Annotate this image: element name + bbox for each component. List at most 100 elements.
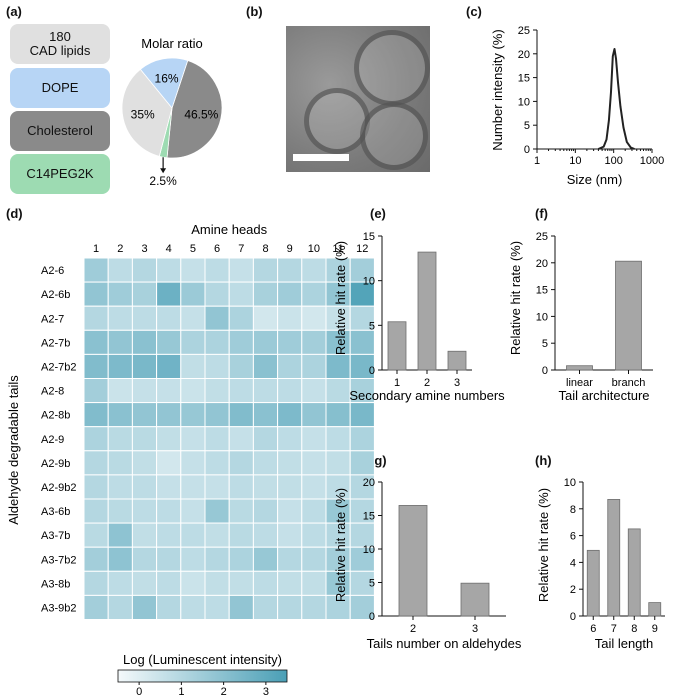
heatmap-cell: [349, 402, 375, 428]
heatmap-cell: [277, 546, 303, 572]
y-tick-label: 10: [518, 96, 530, 108]
heatmap-cell: [325, 281, 351, 307]
heatmap-cell: [301, 305, 327, 331]
component-label: DOPE: [41, 80, 79, 95]
heatmap-cell: [83, 402, 109, 428]
heatmap-cell: [277, 305, 303, 331]
y-tick-label: 5: [524, 120, 530, 132]
x-axis-title: Secondary amine numbers: [349, 388, 505, 403]
heatmap-cell: [131, 450, 158, 476]
heatmap-cell: [156, 378, 182, 404]
heatmap-cell: [83, 498, 109, 524]
x-tick-label: 2: [410, 623, 416, 635]
bar: [566, 365, 593, 371]
heatmap-cell: [107, 305, 133, 331]
heatmap-cell: [228, 257, 254, 283]
heatmap-cell: [156, 450, 182, 476]
heatmap-cell: [277, 281, 303, 307]
heatmap-cell: [228, 522, 254, 548]
heatmap-cell: [349, 329, 375, 355]
heatmap-cell: [252, 281, 279, 307]
heatmap-cell: [277, 402, 303, 428]
heatmap-cell: [252, 546, 279, 572]
heatmap-cell: [204, 570, 230, 596]
y-tick-label: 15: [518, 73, 530, 85]
heatmap-cell: [301, 281, 327, 307]
heatmap-y-title: Aldehyde degradable tails: [6, 375, 21, 525]
x-tick-label: 9: [652, 623, 658, 635]
y-tick-label: 5: [542, 338, 548, 350]
heatmap-cell: [325, 378, 351, 404]
bar: [398, 505, 428, 617]
pie-slice: [139, 57, 189, 109]
heatmap-cell: [83, 426, 109, 452]
heatmap-cell: [204, 594, 230, 621]
heatmap-row-label: A3-8b: [41, 578, 70, 590]
pie-slice: [121, 68, 173, 157]
y-tick-label: 0: [369, 611, 375, 623]
y-axis-title: Relative hit rate (%): [333, 241, 348, 355]
pie-slice-label: 46.5%: [184, 107, 218, 121]
heatmap-cell: [349, 305, 375, 331]
x-tick-label: linear: [566, 377, 593, 389]
heatmap-cell: [156, 257, 182, 283]
heatmap-column-label: 3: [141, 243, 147, 255]
heatmap-cell: [277, 570, 303, 596]
x-axis-title: Tail architecture: [558, 388, 649, 403]
heatmap-row-label: A2-6: [41, 265, 64, 277]
y-tick-label: 10: [363, 544, 375, 556]
heatmap-cell: [156, 498, 182, 524]
bar: [586, 549, 600, 617]
heatmap-cell: [252, 426, 279, 452]
heatmap-cell: [131, 426, 158, 452]
heatmap-column-label: 8: [262, 243, 268, 255]
y-tick-label: 25: [518, 25, 530, 37]
x-axis-title: Size (nm): [567, 172, 623, 187]
heatmap-cell: [180, 474, 206, 500]
panel-label-b: (b): [246, 4, 263, 19]
y-tick-label: 5: [369, 320, 375, 332]
heatmap-row-label: A2-7: [41, 313, 64, 325]
heatmap-cell: [107, 450, 133, 476]
x-tick-label: 2: [424, 377, 430, 389]
heatmap-row-label: A2-6b: [41, 289, 70, 301]
heatmap-row-label: A2-7b: [41, 337, 70, 349]
heatmap-cell: [131, 594, 158, 621]
heatmap-cell: [301, 353, 327, 379]
heatmap-cell: [228, 450, 254, 476]
y-tick-label: 6: [570, 531, 576, 543]
line-chart-c: 1 10 100 1000 0 5 10 15 20 25 Size (nm) Number inte…: [490, 25, 664, 187]
heatmap-cell: [349, 594, 375, 621]
heatmap-cell: [277, 498, 303, 524]
heatmap-cell: [228, 474, 254, 500]
heatmap-cell: [180, 353, 206, 379]
heatmap-cell: [156, 329, 182, 355]
colorbar-tick-label: 3: [263, 686, 269, 698]
heatmap-cell: [107, 594, 133, 621]
y-tick-label: 20: [536, 258, 548, 270]
heatmap-cell: [301, 257, 327, 283]
heatmap-cell: [277, 257, 303, 283]
x-tick-label: 1: [534, 155, 540, 167]
heatmap-row-label: A2-7b2: [41, 361, 76, 373]
bar: [627, 528, 641, 617]
heatmap-row-label: A2-9b: [41, 458, 70, 470]
y-tick-label: 8: [570, 504, 576, 516]
heatmap-cell: [180, 546, 206, 572]
heatmap-cell: [156, 546, 182, 572]
heatmap-cell: [83, 378, 109, 404]
heatmap-cell: [325, 353, 351, 379]
heatmap-cell: [349, 378, 375, 404]
colorbar: [117, 669, 288, 683]
heatmap-cell: [252, 402, 279, 428]
heatmap-cell: [180, 594, 206, 621]
heatmap-cell: [204, 474, 230, 500]
heatmap-cell: [204, 257, 230, 283]
y-tick-label: 15: [536, 285, 548, 297]
heatmap-cell: [204, 281, 230, 307]
heatmap-cell: [156, 402, 182, 428]
